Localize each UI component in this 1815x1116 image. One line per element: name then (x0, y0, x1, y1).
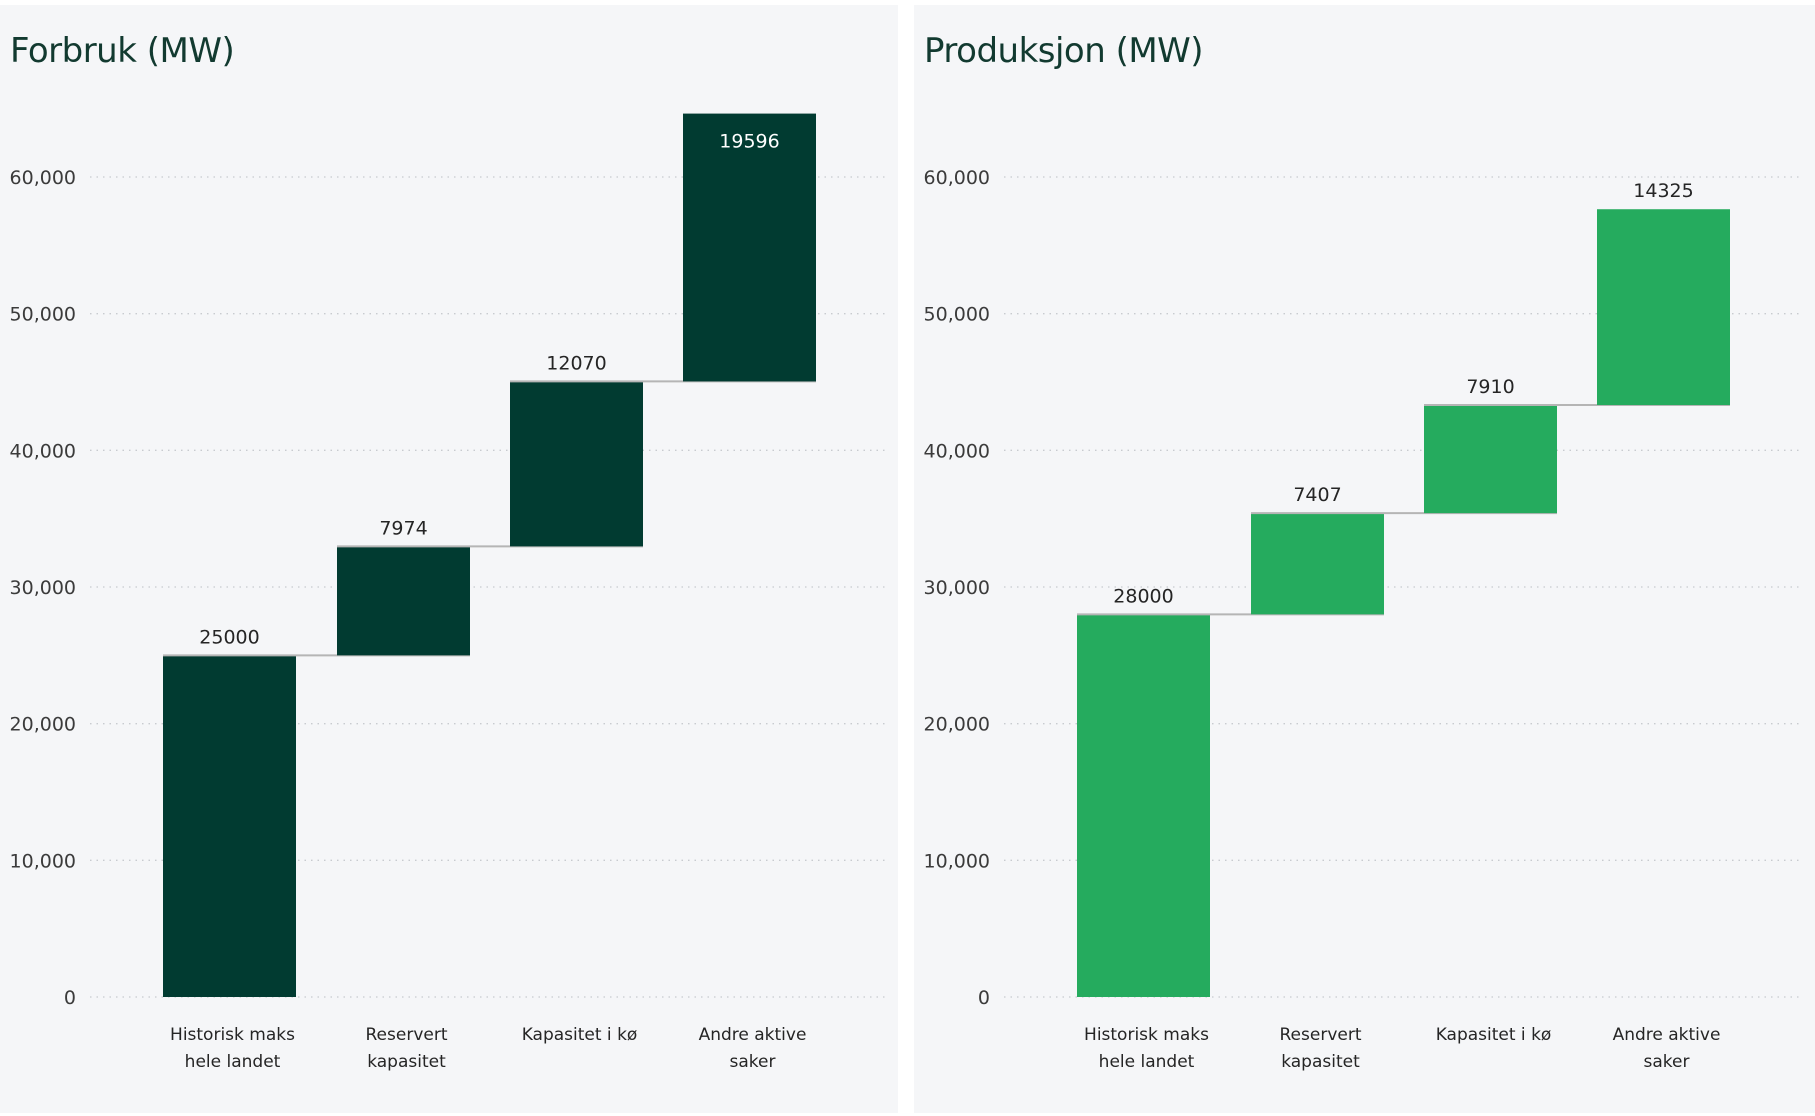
data-label: 14325 (1633, 180, 1693, 202)
forbruk-waterfall-chart: 0 10,000 20,000 30,000 40,000 50,000 60,000 250… (10, 113, 886, 1072)
x-category-label: Kapasitet i kø (522, 1025, 638, 1045)
y-tick-label: 30,000 (924, 577, 990, 599)
x-category-label: kapasitet (1281, 1052, 1360, 1072)
data-label: 12070 (546, 352, 606, 374)
waterfall-bar (163, 655, 296, 997)
data-label: 7407 (1293, 484, 1341, 506)
x-category-label: Andre aktive (699, 1025, 807, 1045)
waterfall-bar (683, 113, 816, 382)
y-tick-label: 40,000 (10, 440, 76, 462)
x-category-label: Kapasitet i kø (1436, 1025, 1552, 1045)
waterfall-bar (1597, 209, 1730, 406)
y-tick-label: 0 (64, 987, 76, 1009)
waterfall-bar (337, 546, 470, 656)
x-category-label: Historisk maks (1084, 1025, 1209, 1045)
chart-title: Produksjon (MW) (924, 31, 1204, 71)
data-label: 19596 (719, 131, 779, 153)
x-category-label: hele landet (1099, 1052, 1195, 1072)
y-tick-label: 50,000 (924, 304, 990, 326)
y-tick-label: 60,000 (10, 167, 76, 189)
data-label: 7974 (379, 517, 427, 539)
y-tick-label: 50,000 (10, 304, 76, 326)
x-category-label: kapasitet (367, 1052, 446, 1072)
data-label: 28000 (1113, 585, 1173, 607)
data-label: 25000 (199, 626, 259, 648)
y-tick-label: 20,000 (10, 714, 76, 736)
waterfall-bar (1424, 405, 1557, 514)
x-category-label: saker (1644, 1052, 1690, 1072)
chart-title: Forbruk (MW) (10, 31, 235, 71)
data-label: 7910 (1466, 376, 1514, 398)
y-tick-label: 0 (978, 987, 990, 1009)
waterfall-bar (1077, 614, 1210, 997)
x-category-label: Reservert (366, 1025, 448, 1045)
y-tick-label: 10,000 (10, 850, 76, 872)
x-category-label: Reservert (1280, 1025, 1362, 1045)
y-tick-label: 20,000 (924, 714, 990, 736)
produksjon-chart-panel: Produksjon (MW) 0 10,000 20,000 30,000 40,00… (914, 5, 1815, 1113)
y-tick-label: 30,000 (10, 577, 76, 599)
y-tick-label: 10,000 (924, 850, 990, 872)
waterfall-bar (1251, 513, 1384, 615)
waterfall-bar (510, 381, 643, 547)
produksjon-waterfall-chart: 0 10,000 20,000 30,000 40,000 50,000 60,000 280… (924, 167, 1800, 1072)
x-category-label: hele landet (185, 1052, 281, 1072)
x-category-label: Historisk maks (170, 1025, 295, 1045)
x-category-label: Andre aktive (1613, 1025, 1721, 1045)
y-tick-label: 60,000 (924, 167, 990, 189)
y-tick-label: 40,000 (924, 440, 990, 462)
forbruk-chart-panel: Forbruk (MW) 0 10,000 20,000 30,000 40,000 50… (0, 5, 898, 1113)
x-category-label: saker (730, 1052, 776, 1072)
